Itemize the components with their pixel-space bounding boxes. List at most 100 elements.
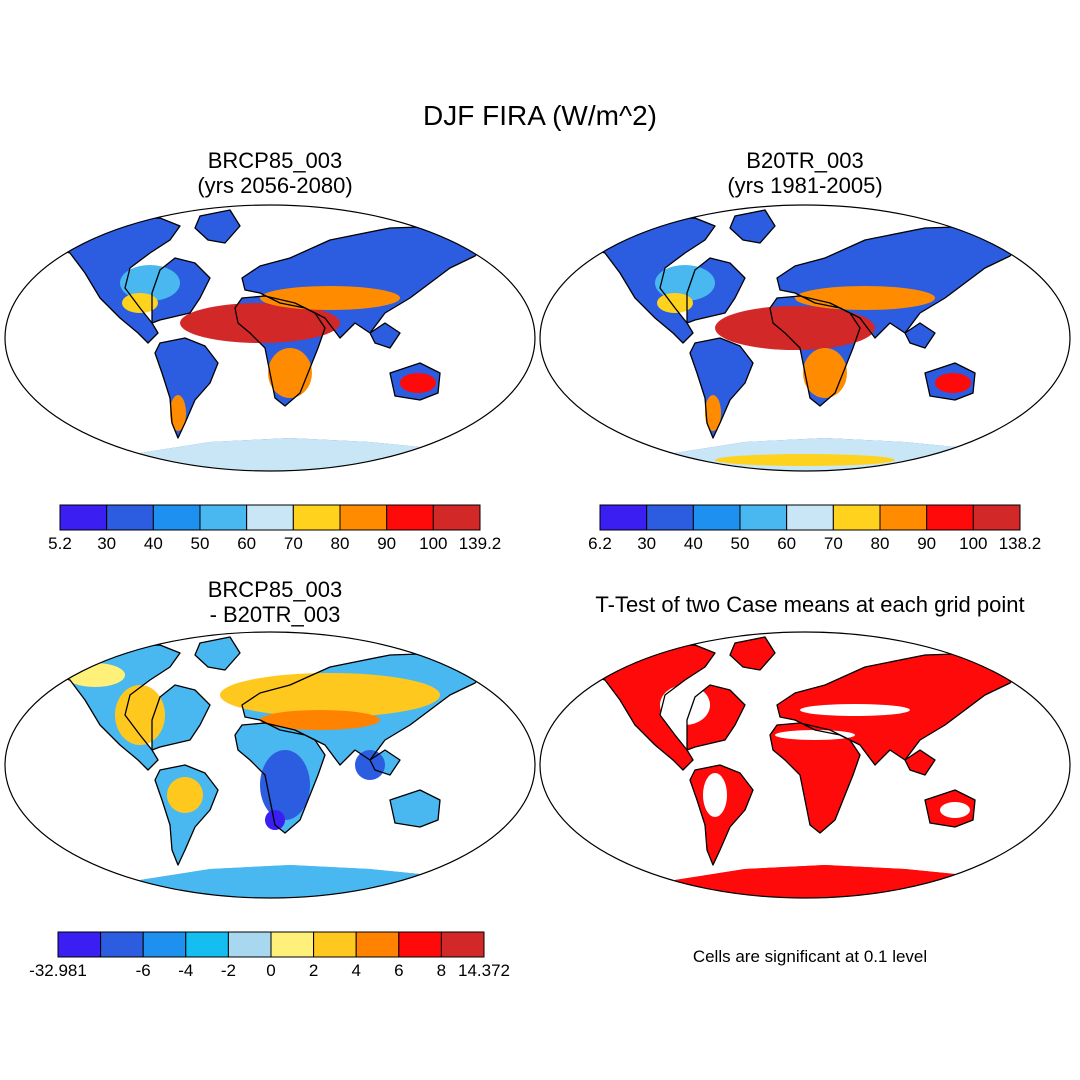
panel-2-na-south-band xyxy=(657,293,693,313)
colorbar-swatch xyxy=(270,931,315,958)
panel-2-title: B20TR_003 (yrs 1981-2005) xyxy=(610,148,1000,198)
colorbar-swatch xyxy=(355,931,400,958)
colorbar-swatch xyxy=(786,504,834,531)
panel-3-africa-band xyxy=(260,750,310,820)
colorbar-swatch xyxy=(199,504,248,531)
colorbar-tick-label: 60 xyxy=(777,534,796,553)
colorbar-tick-label: 40 xyxy=(684,534,703,553)
panel-4-nonsignificant-sahara xyxy=(775,730,855,740)
panel-2-title-line2: (yrs 1981-2005) xyxy=(727,173,883,198)
colorbar-tick-label: 138.2 xyxy=(999,534,1042,553)
colorbar-swatch xyxy=(246,504,294,531)
colorbar-tick-label: 8 xyxy=(437,961,446,980)
colorbar-swatch xyxy=(142,931,187,958)
panel-3-map-border xyxy=(4,631,536,899)
colorbar-swatch xyxy=(432,504,481,531)
colorbar-tick-label: 90 xyxy=(377,534,396,553)
colorbar-tick-label: 80 xyxy=(331,534,350,553)
panel-1-na-mid-band xyxy=(120,265,180,301)
colorbar-tick-label: 60 xyxy=(237,534,256,553)
panel-3-title-line1: BRCP85_003 xyxy=(207,577,343,602)
panel-3-sa-band xyxy=(167,777,203,813)
panel-1-na-south-band xyxy=(122,293,158,313)
panel-4-nonsignificant-asia xyxy=(800,704,910,716)
panel-3-colorbar: -32.981 -6 -4 -2 0 2 4 6 8 14.372 xyxy=(29,931,510,980)
colorbar-tick-label: 50 xyxy=(191,534,210,553)
colorbar-swatch xyxy=(440,931,485,958)
panel-2-map-border xyxy=(539,204,1071,472)
colorbar-swatch xyxy=(692,504,741,531)
panel-4-significant-land xyxy=(570,637,1025,898)
panel-2-na-mid-band xyxy=(655,265,715,301)
panel-2-colorbar: 6.2 30 40 50 60 70 80 90 100 138.2 xyxy=(588,504,1042,553)
colorbar-swatch xyxy=(972,504,1021,531)
panel-1-colorbar: 5.2 30 40 50 60 70 80 90 100 139.2 xyxy=(48,504,502,553)
colorbar-swatch xyxy=(926,504,974,531)
colorbar-swatch xyxy=(57,931,102,958)
colorbar-tick-label: 6.2 xyxy=(588,534,612,553)
colorbar-tick-label: 139.2 xyxy=(459,534,502,553)
panel-4-nonsignificant-sa xyxy=(703,773,727,817)
panel-3-map xyxy=(4,631,536,899)
panel-3-antarctica xyxy=(140,865,460,898)
colorbar-tick-label: 100 xyxy=(419,534,447,553)
colorbar-tick-label: 100 xyxy=(959,534,987,553)
panel-4-title: T-Test of two Case means at each grid po… xyxy=(595,592,1025,617)
colorbar-tick-label: -32.981 xyxy=(29,961,87,980)
colorbar-swatch xyxy=(152,504,201,531)
colorbar-tick-label: 0 xyxy=(266,961,275,980)
colorbar-swatch xyxy=(386,504,434,531)
panel-3-eurasia-band xyxy=(220,673,440,717)
panel-1-antarctica xyxy=(140,438,460,471)
colorbar-tick-label: 2 xyxy=(309,961,318,980)
colorbar-tick-label: 70 xyxy=(824,534,843,553)
colorbar-swatch xyxy=(398,931,442,958)
colorbar-swatch xyxy=(227,931,272,958)
panel-3-title: BRCP85_003 - B20TR_003 xyxy=(80,577,470,627)
colorbar-tick-label: 30 xyxy=(97,534,116,553)
colorbar-swatch xyxy=(292,504,341,531)
colorbar-swatch xyxy=(646,504,694,531)
colorbar-swatch xyxy=(879,504,928,531)
panel-2-sahara-band xyxy=(715,306,875,350)
panel-3-asia-band xyxy=(260,710,380,730)
panel-2-africa-south-band xyxy=(803,348,847,398)
significance-note: Cells are significant at 0.1 level xyxy=(692,947,928,966)
colorbar-swatch xyxy=(739,504,788,531)
colorbar-tick-label: 14.372 xyxy=(458,961,510,980)
colorbar-swatch xyxy=(313,931,357,958)
panel-4-map-border xyxy=(539,631,1071,899)
panel-4-map xyxy=(539,631,1071,899)
panel-4-antarctica xyxy=(675,865,995,898)
panel-1-map-border xyxy=(4,204,536,472)
panel-3-india-band xyxy=(355,750,385,780)
panel-2-title-line1: B20TR_003 xyxy=(746,148,864,173)
colorbar-swatch xyxy=(599,504,648,531)
colorbar-tick-label: 4 xyxy=(351,961,360,980)
panel-1-title-line2: (yrs 2056-2080) xyxy=(197,173,353,198)
panel-2-antarctica-warm-band xyxy=(715,454,895,466)
colorbar-tick-label: 40 xyxy=(144,534,163,553)
figure-title: DJF FIRA (W/m^2) xyxy=(422,100,657,131)
panel-2-australia-band xyxy=(935,373,971,393)
panel-2-sa-south-band xyxy=(705,395,721,431)
colorbar-tick-label: 70 xyxy=(284,534,303,553)
colorbar-swatch xyxy=(59,504,108,531)
colorbar-tick-label: -6 xyxy=(136,961,151,980)
panel-4-nonsignificant-australia xyxy=(940,802,970,818)
panel-3-title-line2: - B20TR_003 xyxy=(209,602,341,627)
colorbar-swatch xyxy=(185,931,229,958)
panel-1-title: BRCP85_003 (yrs 2056-2080) xyxy=(80,148,470,198)
colorbar-tick-label: 6 xyxy=(394,961,403,980)
colorbar-swatch xyxy=(100,931,144,958)
colorbar-tick-label: 5.2 xyxy=(48,534,72,553)
panel-2-map xyxy=(539,204,1071,472)
panel-1-map xyxy=(4,204,536,472)
panel-2-asia-warm-band xyxy=(795,286,935,310)
colorbar-tick-label: -2 xyxy=(221,961,236,980)
panel-1-title-line1: BRCP85_003 xyxy=(207,148,343,173)
colorbar-tick-label: 80 xyxy=(871,534,890,553)
panel-1-africa-south-band xyxy=(268,348,312,398)
colorbar-swatch xyxy=(339,504,388,531)
panel-1-asia-warm-band xyxy=(260,286,400,310)
